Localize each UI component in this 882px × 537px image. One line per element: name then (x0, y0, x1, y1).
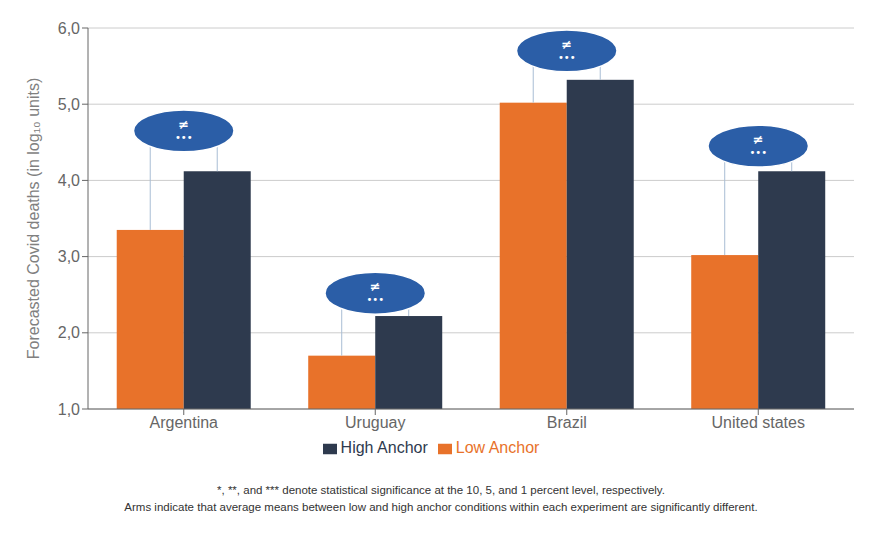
svg-text:6,0: 6,0 (58, 20, 80, 37)
svg-text:•••: ••• (749, 147, 767, 158)
svg-text:4,0: 4,0 (58, 172, 80, 189)
svg-text:United states: United states (712, 414, 805, 431)
svg-text:Uruguay: Uruguay (345, 414, 405, 431)
svg-text:≠: ≠ (753, 132, 764, 147)
html-text:High Anchor: High Anchor (340, 439, 428, 456)
svg-text:Argentina: Argentina (150, 414, 219, 431)
svg-text:1,0: 1,0 (58, 401, 80, 418)
svg-text:•••: ••• (366, 294, 384, 305)
svg-text:Brazil: Brazil (547, 414, 587, 431)
html-text:*, **, and *** denote statisti: *, **, and *** denote statistical signif… (217, 484, 665, 496)
svg-text:5,0: 5,0 (58, 96, 80, 113)
svg-text:3,0: 3,0 (58, 248, 80, 265)
svg-text:2,0: 2,0 (58, 324, 80, 341)
svg-text:•••: ••• (558, 52, 576, 63)
svg-text:≠: ≠ (561, 37, 572, 52)
html-text:Arms indicate that average mea: Arms indicate that average means between… (124, 501, 758, 513)
svg-text:•••: ••• (175, 132, 193, 143)
html-text:Low Anchor: Low Anchor (455, 439, 540, 456)
svg-text:≠: ≠ (178, 117, 189, 132)
svg-text:Forecasted Covid deaths (in lo: Forecasted Covid deaths (in log₁₀ units) (25, 78, 42, 360)
svg-text:≠: ≠ (370, 279, 381, 294)
